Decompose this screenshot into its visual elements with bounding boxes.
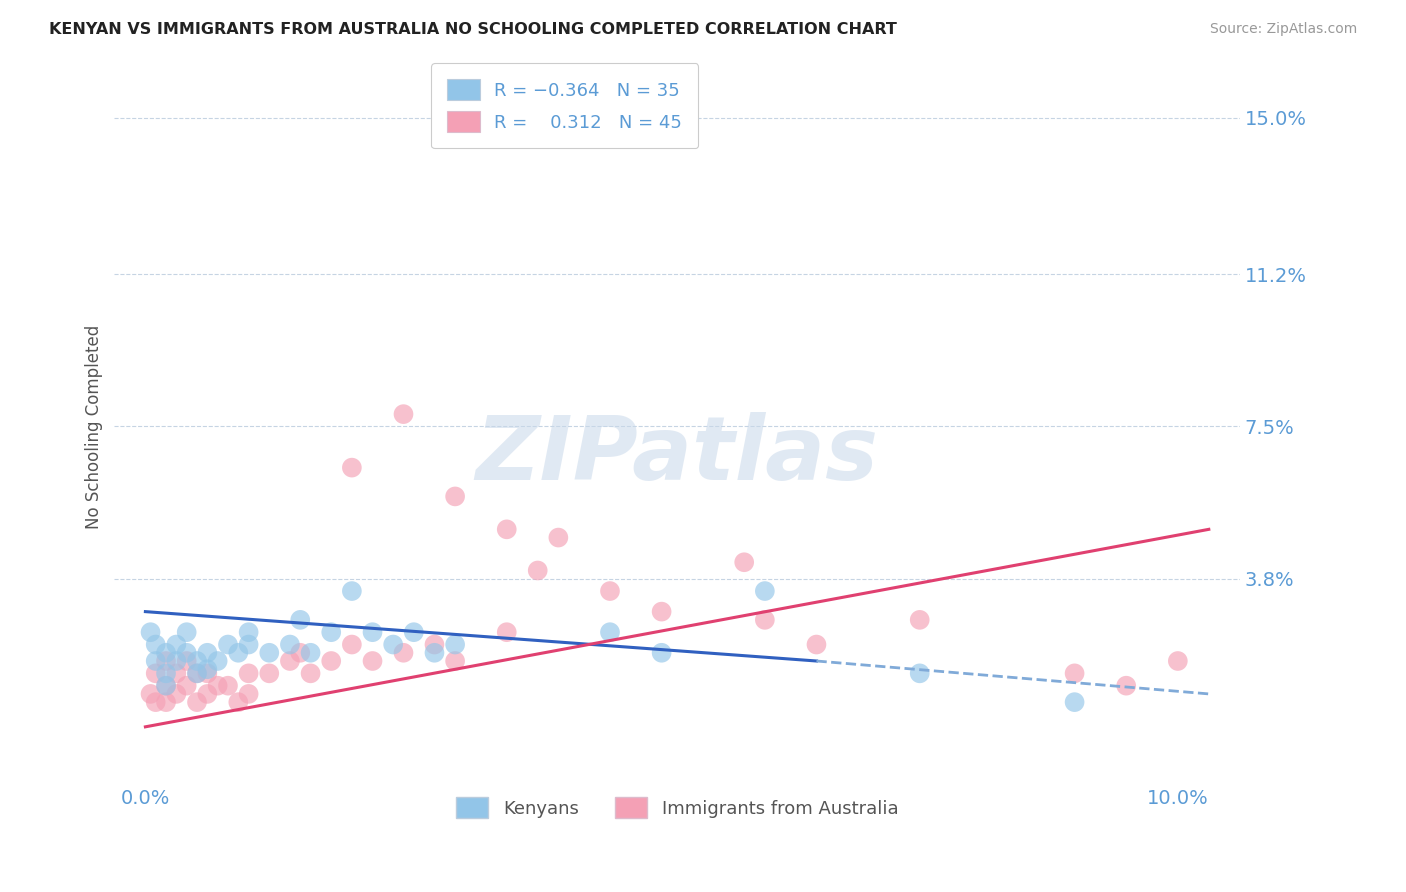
Text: KENYAN VS IMMIGRANTS FROM AUSTRALIA NO SCHOOLING COMPLETED CORRELATION CHART: KENYAN VS IMMIGRANTS FROM AUSTRALIA NO S… [49,22,897,37]
Point [176,646,198,660]
Point [259,646,281,660]
Point [155,695,177,709]
Point [165,666,187,681]
Point [226,646,249,660]
Point [278,638,301,652]
Point [155,679,177,693]
Point [444,490,467,504]
Point [238,625,260,640]
Point [145,654,167,668]
Point [207,654,229,668]
Point [139,687,162,701]
Point [176,679,198,693]
Point [186,666,208,681]
Point [145,638,167,652]
Point [155,679,177,693]
Point [444,638,467,652]
Point [176,654,198,668]
Point [186,666,208,681]
Point [392,407,415,421]
Point [238,666,260,681]
Point [392,646,415,660]
Point [145,666,167,681]
Point [155,666,177,681]
Point [155,654,177,668]
Point [186,654,208,668]
Point [754,584,776,599]
Point [165,687,187,701]
Point [290,613,312,627]
Point [340,460,363,475]
Point [754,613,776,627]
Point [259,666,281,681]
Point [165,638,187,652]
Point [423,646,446,660]
Y-axis label: No Schooling Completed: No Schooling Completed [86,325,103,529]
Point [165,654,187,668]
Point [361,625,384,640]
Legend: Kenyans, Immigrants from Australia: Kenyans, Immigrants from Australia [449,790,905,825]
Point [444,654,467,668]
Point [651,646,673,660]
Point [321,625,343,640]
Point [195,646,218,660]
Point [299,646,322,660]
Point [299,666,322,681]
Point [599,625,621,640]
Point [423,638,446,652]
Point [207,679,229,693]
Point [217,679,239,693]
Point [186,695,208,709]
Point [495,522,517,536]
Point [195,662,218,676]
Point [908,666,931,681]
Point [195,666,218,681]
Point [145,695,167,709]
Point [733,555,755,569]
Point [1167,654,1189,668]
Point [226,695,249,709]
Point [238,687,260,701]
Point [1063,695,1085,709]
Point [402,625,425,640]
Point [155,646,177,660]
Point [806,638,828,652]
Point [340,584,363,599]
Point [382,638,405,652]
Text: ZIPatlas: ZIPatlas [475,411,879,499]
Point [495,625,517,640]
Text: Source: ZipAtlas.com: Source: ZipAtlas.com [1209,22,1357,37]
Point [526,564,548,578]
Point [547,531,569,545]
Point [195,687,218,701]
Point [361,654,384,668]
Point [321,654,343,668]
Point [238,638,260,652]
Point [290,646,312,660]
Point [340,638,363,652]
Point [139,625,162,640]
Point [176,625,198,640]
Point [217,638,239,652]
Point [908,613,931,627]
Point [1115,679,1137,693]
Point [599,584,621,599]
Point [278,654,301,668]
Point [1063,666,1085,681]
Point [651,605,673,619]
